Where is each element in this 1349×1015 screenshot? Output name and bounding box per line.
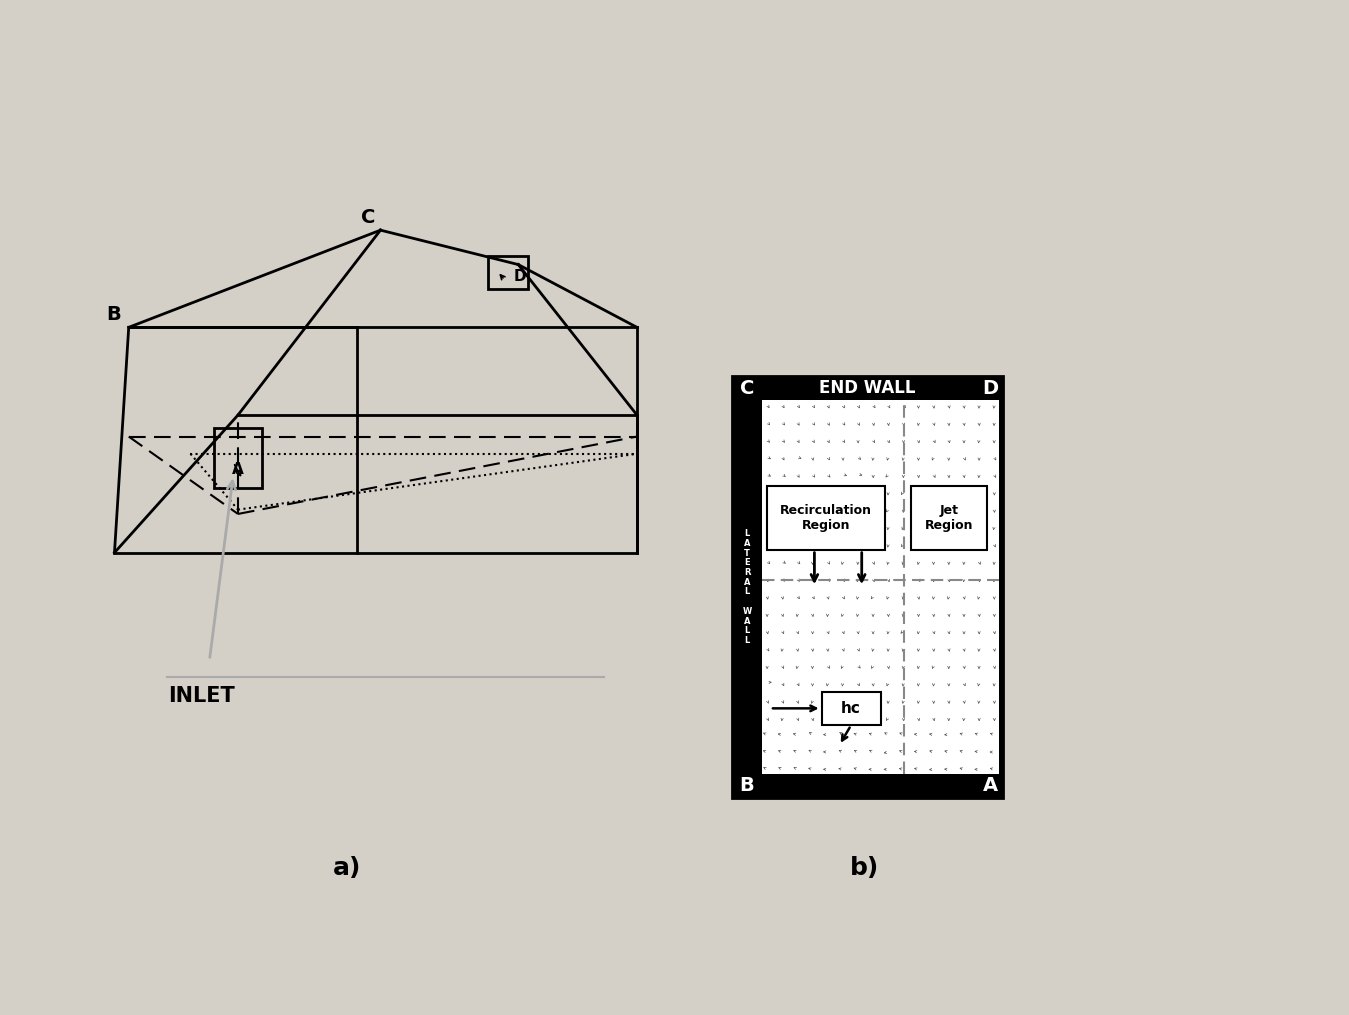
Bar bbox=[822, 691, 881, 725]
Text: C: C bbox=[362, 208, 376, 227]
Text: D: D bbox=[514, 269, 526, 284]
Bar bbox=[733, 377, 1002, 798]
Text: C: C bbox=[739, 379, 754, 398]
Text: A: A bbox=[983, 776, 998, 795]
Bar bbox=[488, 256, 527, 288]
Text: b): b) bbox=[850, 856, 880, 880]
Text: L
A
T
E
R
A
L
 
W
A
L
L: L A T E R A L W A L L bbox=[742, 529, 751, 645]
Bar bbox=[762, 401, 998, 773]
Text: B: B bbox=[107, 306, 121, 325]
Text: INLET: INLET bbox=[169, 686, 235, 706]
Text: Jet
Region: Jet Region bbox=[925, 504, 974, 532]
Text: A: A bbox=[232, 462, 244, 477]
Text: Recirculation
Region: Recirculation Region bbox=[780, 504, 873, 532]
Bar bbox=[214, 428, 262, 488]
Bar bbox=[768, 486, 885, 550]
Text: hc: hc bbox=[842, 700, 861, 716]
Text: END WALL: END WALL bbox=[819, 380, 916, 398]
Text: D: D bbox=[982, 379, 998, 398]
Text: a): a) bbox=[333, 856, 362, 880]
Text: B: B bbox=[739, 776, 754, 795]
Bar bbox=[912, 486, 987, 550]
